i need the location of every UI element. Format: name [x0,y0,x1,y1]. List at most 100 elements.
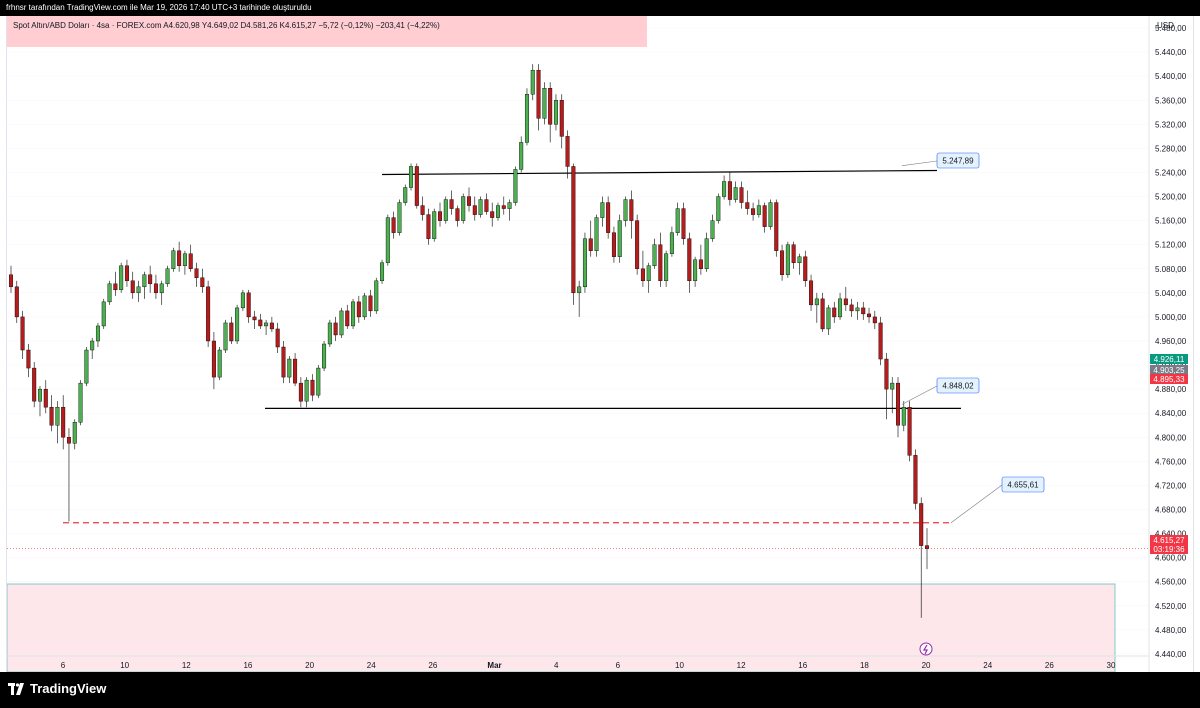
candle [722,175,727,200]
candle-up [165,268,170,285]
candle-down [565,136,570,167]
candle-up [716,196,721,221]
price-tick-label: 5.480,00 [1155,24,1187,33]
candle [855,301,860,320]
candle [310,374,315,402]
candle-down [867,313,872,318]
price-callouts: 5.247,89 4.848,02 4.655,61 [901,152,1045,523]
candle [211,331,216,390]
candle [37,386,42,417]
candle [913,449,918,510]
grid [7,27,1149,655]
time-axis[interactable]: 6 10 12 16 20 24 26 Mar 4 6 10 12 16 18 20 24 26 30 [7,655,1149,670]
candle [635,214,640,275]
symbol-info-highlight [7,16,647,47]
candle-down [640,268,645,282]
candle-down [536,69,541,119]
candle [646,262,651,293]
price-tick-label: 5.240,00 [1155,168,1187,177]
candle [339,307,344,338]
candle-down [548,88,553,125]
candle [188,244,193,272]
callout-label: 5.247,89 [942,157,974,166]
candle-down [449,199,454,209]
candle-up [101,301,106,327]
price-callout[interactable]: 4.848,02 [901,377,980,405]
candle [269,316,274,332]
candle-up [316,367,321,396]
candle-down [820,298,825,330]
candle-up [693,259,698,282]
candle [345,304,350,329]
price-axis-bg [1149,16,1193,672]
candle [206,280,211,348]
candle-down [32,367,37,402]
candle [55,401,60,444]
price-tick-label: 5.160,00 [1155,217,1187,226]
price-tick-label: 4.880,00 [1155,385,1187,394]
candle-up [530,69,535,95]
candle [849,298,854,317]
price-axis[interactable]: USD 4.440,00 4.480,00 4.520,00 4.560,00 4.600… [1148,16,1193,672]
candle-down [414,166,419,206]
price-tag-label: 03:19:36 [1153,545,1185,554]
candle [333,316,338,341]
candle-down [148,274,153,285]
price-tag: 4.895,33 [1150,374,1188,384]
candle [78,380,83,426]
candle-down [269,322,274,330]
candle-up [397,202,402,233]
chart-area[interactable]: 5.247,89 4.848,02 4.655,61 Spot Altın/ABD … [6,16,1194,673]
candle [327,319,332,348]
candle [455,205,460,227]
price-tag-bg [1150,544,1188,554]
candle [878,316,883,366]
time-tick-label: 6 [616,661,621,670]
candle [629,190,634,239]
candle [32,362,37,408]
candlestick-chart[interactable]: 5.247,89 4.848,02 4.655,61 Spot Altın/ABD … [6,16,1193,673]
price-tick-label: 5.400,00 [1155,72,1187,81]
candle-up [756,205,761,215]
time-tick-label: 10 [120,661,129,670]
candle-up [513,169,518,203]
symbol-info[interactable]: Spot Altın/ABD Doları · 4sa · FOREX.com … [13,21,440,30]
candle-down [739,187,744,203]
candle [716,193,721,224]
candle-up [90,340,95,351]
candle-down [61,406,66,438]
candle [919,497,924,618]
candle-up [646,265,651,282]
candle [490,202,495,227]
support-zone[interactable] [6,583,1116,673]
candle [461,193,466,224]
callout-leader [901,160,938,167]
price-callout[interactable]: 5.247,89 [901,152,980,169]
candle [739,181,744,209]
resistance-line[interactable] [381,169,938,176]
time-tick-label: 30 [1107,661,1116,670]
flash-icon[interactable] [919,642,933,656]
candle-up [542,88,547,119]
candle-up [461,196,466,221]
candle-down [281,346,286,378]
candle-up [37,388,42,402]
price-tag: 4.903,25 [1150,365,1188,375]
candle [571,163,576,305]
time-tick-label: 20 [305,661,314,670]
candle-down [258,319,263,327]
candle [472,196,477,221]
candle [687,232,692,293]
time-tick-label: 4 [554,661,559,670]
candle-up [664,253,669,282]
candle-down [420,205,425,215]
candle-down [780,250,785,275]
candle-down [345,310,350,327]
candle [582,232,587,293]
candle [530,64,535,101]
price-callout[interactable]: 4.655,61 [950,476,1045,523]
candle [826,304,831,335]
candle-down [130,280,135,294]
candle-up [235,307,240,342]
